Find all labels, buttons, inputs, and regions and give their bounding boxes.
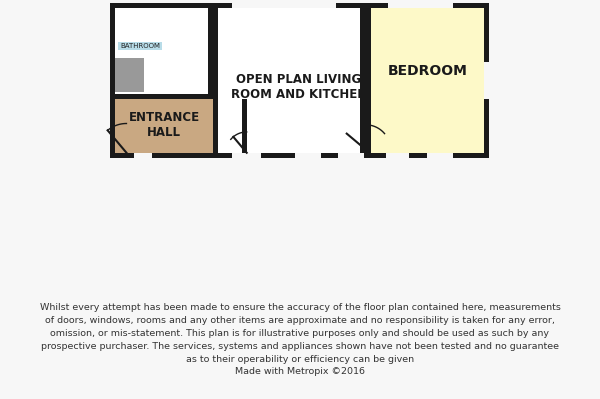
Bar <box>232 153 261 159</box>
Bar <box>295 153 322 159</box>
Bar <box>134 153 152 159</box>
Bar <box>213 8 218 153</box>
Text: BEDROOM: BEDROOM <box>388 64 467 78</box>
Bar <box>118 41 162 50</box>
Bar <box>115 8 208 99</box>
Text: OPEN PLAN LIVING
ROOM AND KITCHEN: OPEN PLAN LIVING ROOM AND KITCHEN <box>230 73 367 101</box>
Bar <box>241 99 247 153</box>
Bar <box>371 8 484 153</box>
Bar <box>110 3 489 158</box>
Bar <box>388 3 453 8</box>
Bar <box>218 8 361 153</box>
Bar <box>365 8 371 153</box>
Bar <box>338 153 364 159</box>
Text: Whilst every attempt has been made to ensure the accuracy of the floor plan cont: Whilst every attempt has been made to en… <box>40 303 560 377</box>
Bar <box>115 58 144 92</box>
Bar <box>232 3 336 8</box>
Text: ENTRANCE
HALL: ENTRANCE HALL <box>128 111 200 139</box>
Bar <box>386 153 409 159</box>
Bar <box>484 62 490 99</box>
Bar <box>115 94 213 99</box>
Text: BATHROOM: BATHROOM <box>120 43 160 49</box>
Bar <box>427 153 453 159</box>
Bar <box>115 99 241 153</box>
